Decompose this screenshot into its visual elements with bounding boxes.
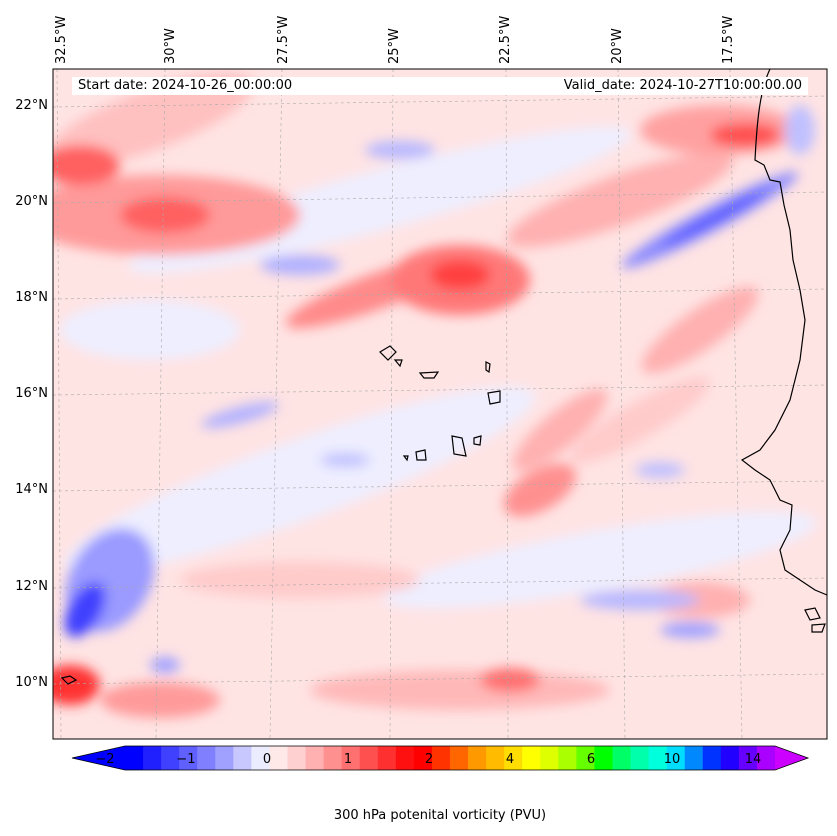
lon-label-225: 22.5°W	[498, 15, 513, 64]
colorbar-swatch	[756, 746, 776, 770]
colorbar-swatch	[341, 746, 361, 770]
island-santo-antao	[379, 345, 397, 361]
lon-label-30: 30°W	[163, 28, 178, 64]
lat-label-16: 16°N	[15, 386, 48, 401]
gridline-lon-20	[617, 68, 626, 740]
colorbar-swatch	[558, 746, 577, 770]
start-date-label: Start date: 2024-10-26_00:00:00	[72, 77, 304, 95]
colorbar-swatch	[377, 746, 397, 770]
colorbar-swatch	[720, 746, 740, 770]
colorbar-extend-high	[775, 746, 808, 770]
lon-label-25: 25°W	[387, 28, 402, 64]
gridline-lon-25	[389, 68, 394, 740]
graticule	[52, 68, 828, 740]
colorbar-swatch	[431, 746, 451, 770]
colorbar-swatch	[359, 746, 379, 770]
colorbar-swatch	[143, 746, 162, 770]
pv-blobs	[53, 72, 817, 718]
island-brava	[402, 455, 409, 462]
colorbar-swatch	[413, 746, 433, 770]
coastlines	[60, 68, 828, 685]
island-small-sw	[60, 675, 78, 685]
gridline-lon-225	[505, 68, 509, 740]
lat-label-10: 10°N	[15, 675, 48, 690]
colorbar-label: 300 hPa potenital vorticity (PVU)	[333, 808, 547, 823]
colorbar-swatch	[233, 746, 252, 770]
island-maio	[473, 435, 482, 446]
lon-label-20: 20°W	[610, 28, 625, 64]
cb-tick-8: 14	[744, 752, 762, 767]
island-sao-vicente	[393, 359, 403, 368]
lon-label-275: 27.5°W	[276, 15, 291, 64]
colorbar-swatch	[179, 746, 198, 770]
colorbar-swatch	[576, 746, 595, 770]
lon-label-175: 17.5°W	[721, 15, 736, 64]
cb-tick-1: −1	[176, 752, 196, 767]
colorbar-swatch	[395, 746, 415, 770]
gridline-lon-175	[729, 68, 743, 740]
cb-tick-3: 1	[343, 752, 353, 767]
colorbar-swatch	[468, 746, 487, 770]
island-boa-vista	[487, 390, 501, 405]
pv-field	[53, 69, 827, 739]
gridline-lon-325	[56, 68, 62, 740]
colorbar-swatch	[648, 746, 668, 770]
colorbar-swatch	[522, 746, 541, 770]
island-sao-nicolau	[418, 371, 440, 379]
colorbar-swatch	[287, 746, 307, 770]
colorbar-swatch	[684, 746, 704, 770]
colorbar-swatch	[594, 746, 613, 770]
colorbar-swatch	[161, 746, 180, 770]
colorbar-swatch	[323, 746, 343, 770]
colorbar-swatch	[125, 746, 144, 770]
cb-tick-4: 2	[424, 752, 434, 767]
cb-tick-0: −2	[95, 752, 115, 767]
cb-tick-5: 4	[505, 752, 515, 767]
colorbar-swatch	[738, 746, 758, 770]
lat-label-20: 20°N	[15, 194, 48, 209]
colorbar-swatch	[305, 746, 325, 770]
island-bissagos-1	[804, 607, 821, 621]
lat-label-12: 12°N	[15, 579, 48, 594]
colorbar-swatch	[612, 746, 632, 770]
africa-coastline	[740, 68, 828, 596]
colorbar-swatch	[666, 746, 686, 770]
cb-tick-6: 6	[586, 752, 596, 767]
island-fogo	[415, 449, 427, 461]
island-sal	[485, 361, 491, 374]
colorbar-outline	[71, 745, 810, 771]
colorbar-swatch	[486, 746, 505, 770]
map-frame	[52, 68, 828, 740]
lat-label-22: 22°N	[15, 98, 48, 113]
colorbar-swatch	[269, 746, 288, 770]
colorbar-swatch	[540, 746, 559, 770]
colorbar-swatch	[197, 746, 216, 770]
colorbar-swatch	[215, 746, 234, 770]
lon-label-325: 32.5°W	[54, 15, 69, 64]
colorbar-swatch	[251, 746, 270, 770]
colorbar-extend-low	[72, 746, 125, 770]
lat-label-14: 14°N	[15, 482, 48, 497]
colorbar-swatch	[504, 746, 523, 770]
island-bissagos-2	[811, 623, 826, 633]
valid-date-label: Valid_date: 2024-10-27T10:00:00.00	[292, 77, 808, 95]
cb-tick-7: 10	[663, 752, 681, 767]
colorbar-swatch	[702, 746, 722, 770]
colorbar-swatch	[630, 746, 650, 770]
cb-tick-2: 0	[262, 752, 272, 767]
gridline-lon-30	[155, 68, 166, 740]
colorbar-swatch	[450, 746, 469, 770]
colorbar	[71, 745, 810, 771]
lat-label-18: 18°N	[15, 290, 48, 305]
gridline-lon-275	[269, 68, 283, 740]
island-santiago	[451, 435, 467, 457]
